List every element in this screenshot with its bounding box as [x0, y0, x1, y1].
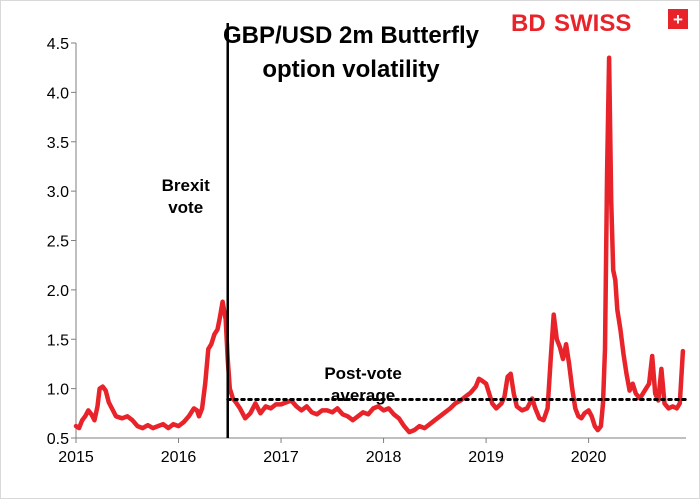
y-tick-label: 2.0	[47, 283, 69, 300]
x-tick-label: 2015	[58, 449, 94, 466]
chart-title-line: option volatility	[262, 56, 440, 83]
bdswiss-logo: BD SWISS +	[511, 9, 688, 37]
x-tick-label: 2017	[263, 449, 299, 466]
y-tick-label: 0.5	[47, 431, 69, 448]
logo-cross-icon: +	[668, 9, 688, 29]
chart-text: GBP/USD 2m Butterfly option volatility Bre…	[162, 22, 480, 405]
y-tick-label: 4.5	[47, 36, 69, 53]
series-line	[73, 55, 686, 435]
series-group	[73, 55, 686, 435]
y-tick-label: 1.0	[47, 382, 69, 399]
y-tick-label: 1.5	[47, 332, 69, 349]
annotation-text: Post-vote	[324, 364, 401, 383]
annotation-text: average	[331, 386, 395, 405]
annotation-text: vote	[168, 198, 203, 217]
y-tick-label: 4.0	[47, 85, 69, 102]
axes: 0.5 1.0 1.5 2.0 2.5 3.0 3.5 4.0 4.5 2015 2016 2017 2…	[47, 36, 686, 466]
x-tick-label: 2018	[366, 449, 402, 466]
y-tick-label: 3.5	[47, 135, 69, 152]
chart-title-line: GBP/USD 2m Butterfly	[223, 22, 480, 49]
annotation-text: Brexit	[162, 176, 211, 195]
x-tick-label: 2019	[468, 449, 504, 466]
y-tick-label: 2.5	[47, 234, 69, 251]
logo-text-bd: BD	[511, 10, 546, 37]
x-tick-label: 2016	[161, 449, 197, 466]
x-tick-label: 2020	[571, 449, 607, 466]
y-tick-label: 3.0	[47, 184, 69, 201]
reference-lines	[226, 23, 688, 438]
logo-plus-glyph: +	[673, 10, 683, 29]
logo-text-swiss: SWISS	[554, 10, 631, 37]
